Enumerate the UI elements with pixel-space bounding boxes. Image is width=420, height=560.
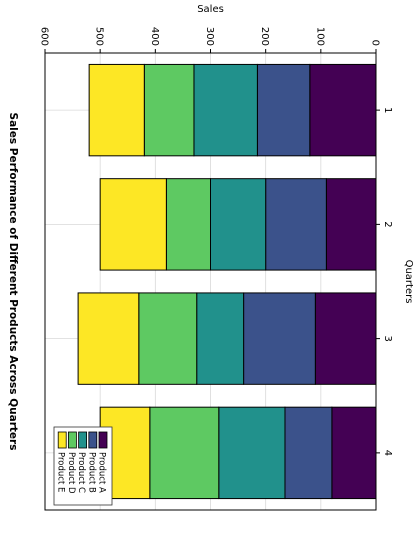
- x-axis-ticks: 0 100 200 300 400 500 600: [39, 27, 381, 53]
- x-tick-label: 500: [94, 27, 105, 46]
- chart-title: Sales Performance of Different Products …: [7, 113, 19, 451]
- bar-segment: [309, 63, 377, 157]
- legend-swatch: [57, 431, 67, 449]
- x-tick-label: 0: [370, 40, 381, 46]
- y-tick-label: 3: [382, 335, 393, 341]
- legend-label: Product D: [66, 452, 76, 494]
- bar-segment: [265, 178, 327, 271]
- legend-label: Product E: [56, 452, 66, 492]
- legend-swatch: [78, 431, 88, 449]
- bar-segment: [314, 292, 377, 385]
- bar-segment: [77, 292, 140, 385]
- y-tick-label: 2: [382, 221, 393, 227]
- y-tick-label: 1: [382, 107, 393, 113]
- bar-segment: [88, 63, 145, 157]
- bar-segment: [143, 63, 195, 157]
- legend-label: Product C: [76, 452, 86, 493]
- bar-segment: [331, 406, 377, 500]
- bar-segment: [138, 292, 198, 385]
- x-tick-label: 300: [204, 27, 215, 46]
- legend-swatch: [98, 431, 108, 449]
- bar-segment: [196, 292, 245, 385]
- bar-segment: [256, 63, 311, 157]
- bar-segment: [284, 406, 333, 500]
- bar-segment: [193, 63, 258, 157]
- legend-label: Product B: [86, 452, 96, 493]
- x-tick-label: 100: [314, 27, 325, 46]
- bar-segment: [149, 406, 220, 500]
- rotated-plot: 0 100 200 300 400 500 600 1 2 3 4 Sales Performan…: [7, 4, 414, 511]
- bar-segment: [325, 178, 377, 271]
- y-tick-label: 4: [382, 450, 393, 456]
- bar-segment: [218, 406, 286, 500]
- x-axis-label: Sales: [197, 4, 224, 15]
- bar-segment: [243, 292, 316, 385]
- bar-segment: [99, 178, 167, 271]
- bar-segment: [165, 178, 211, 271]
- bars-layer: [77, 63, 377, 500]
- y-axis-label: Quarters: [403, 260, 414, 304]
- bar-segment: [210, 178, 267, 271]
- legend-swatch: [67, 431, 77, 449]
- legend-label: Product A: [97, 452, 107, 493]
- legend-swatch: [88, 431, 98, 449]
- y-axis-ticks: 1 2 3 4: [376, 107, 393, 456]
- x-tick-label: 600: [39, 27, 50, 46]
- x-tick-label: 200: [259, 27, 270, 46]
- x-tick-label: 400: [149, 27, 160, 46]
